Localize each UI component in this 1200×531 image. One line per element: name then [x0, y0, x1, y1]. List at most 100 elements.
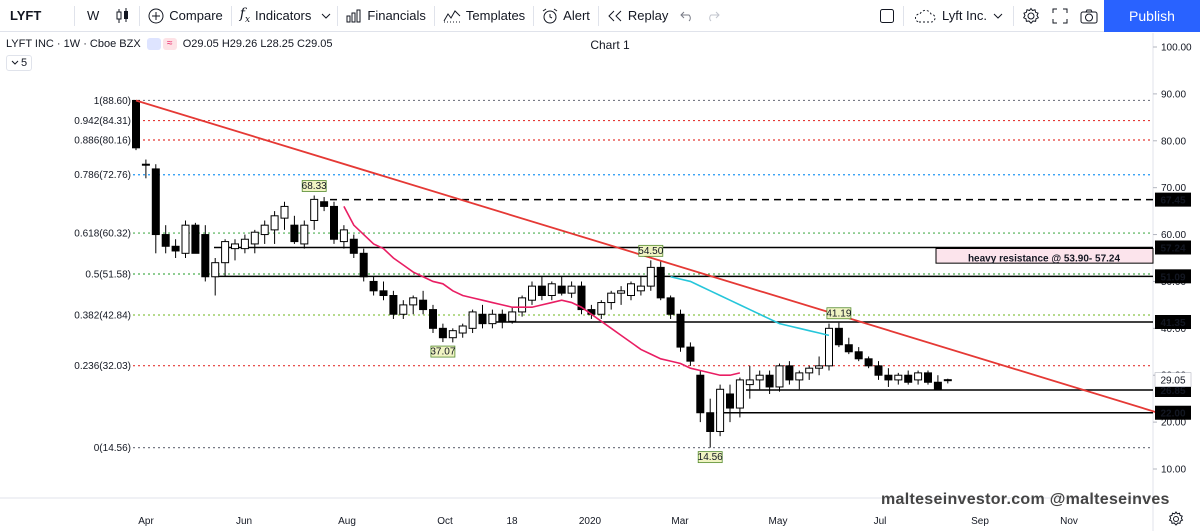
toolbar-divider: [433, 5, 435, 26]
candle-body: [943, 379, 952, 382]
replay-button[interactable]: Replay: [601, 0, 674, 32]
price-annotation-box: [697, 451, 723, 464]
visibility-icon[interactable]: [146, 38, 161, 50]
compare-button[interactable]: Compare: [142, 0, 228, 32]
x-tick-label: Sep: [971, 516, 989, 527]
price-chart[interactable]: 10.0020.0030.0040.0050.0060.0070.0080.00…: [0, 33, 1200, 531]
candle-body: [250, 231, 259, 245]
candle-body: [676, 313, 685, 348]
y-tick-label: 40.00: [1161, 324, 1186, 335]
fib-level-label: 0.886(80.16): [74, 136, 131, 147]
candle-body: [716, 388, 725, 432]
snapshot-button[interactable]: [1074, 0, 1104, 32]
chevron-down-icon: [11, 60, 19, 65]
candle-body: [330, 205, 338, 240]
wave-icon[interactable]: ≈: [162, 38, 177, 50]
chart-type-button[interactable]: [109, 0, 137, 32]
candle-body: [528, 285, 536, 301]
layout-name-button[interactable]: Lyft Inc.: [906, 0, 1011, 32]
symbol-search-button[interactable]: LYFT: [10, 8, 42, 23]
fx-icon: fx: [239, 6, 251, 25]
candle-body: [488, 313, 497, 325]
indicators-dropdown[interactable]: [317, 0, 335, 32]
financials-button[interactable]: Financials: [340, 0, 432, 32]
price-level-badge: [1155, 240, 1191, 255]
candle-body: [339, 229, 348, 243]
financials-label: Financials: [367, 8, 426, 23]
resistance-note: heavy resistance @ 53.90- 57.24: [968, 253, 1121, 264]
alert-button[interactable]: Alert: [536, 0, 596, 32]
price-level-badge-label: 41.35: [1160, 318, 1185, 329]
toolbar-divider: [597, 5, 599, 26]
x-tick-label: Aug: [338, 516, 356, 527]
gear-icon: [1022, 7, 1040, 24]
candle-body: [785, 365, 794, 381]
compare-label: Compare: [169, 8, 223, 23]
fib-level-label: 0.618(60.32): [74, 229, 131, 240]
x-tick-label: Mar: [671, 516, 689, 527]
fullscreen-button[interactable]: [1046, 0, 1074, 32]
fib-level-label: 0.942(84.31): [74, 116, 131, 127]
candle-body: [894, 374, 903, 381]
settings-button[interactable]: [1016, 0, 1046, 32]
candle-body: [627, 283, 635, 297]
candle-body: [656, 266, 665, 299]
indicators-button[interactable]: fx Indicators: [234, 0, 318, 32]
candle-body: [141, 163, 150, 166]
fib-level-label: 1(88.60): [94, 96, 131, 107]
candle-body: [726, 393, 734, 409]
candle-body: [508, 311, 517, 322]
camera-icon: [1080, 9, 1098, 23]
candle-body: [399, 304, 408, 315]
undo-button[interactable]: [674, 0, 700, 32]
candle-body: [745, 379, 754, 386]
top-toolbar: LYFT W Compare fx Indicators Financials …: [0, 0, 1200, 32]
candle-body: [181, 224, 190, 254]
candle-body: [884, 374, 893, 381]
candle-body: [300, 224, 309, 245]
candle-body: [409, 297, 418, 306]
candle-body: [617, 290, 626, 294]
candle-body: [310, 198, 319, 221]
moving-average-cyan: [670, 275, 830, 337]
interval-button[interactable]: W: [87, 8, 100, 23]
last-price-badge: [1154, 372, 1192, 387]
fib-level-label: 0(14.56): [94, 443, 131, 454]
candle-body: [557, 285, 566, 294]
candle-body: [240, 238, 249, 250]
candle-body: [904, 374, 913, 383]
candle-body: [547, 283, 556, 297]
x-tick-label: Jul: [874, 516, 887, 527]
candle-body: [597, 302, 606, 315]
candle-body: [795, 372, 804, 381]
candle-body: [389, 295, 398, 315]
alarm-clock-icon: [542, 8, 558, 23]
price-annotation-label: 68.33: [302, 181, 327, 192]
templates-button[interactable]: Templates: [437, 0, 531, 32]
candle-body: [815, 365, 824, 369]
legend-icons: ≈: [146, 38, 177, 50]
y-tick-label: 100.00: [1161, 43, 1192, 54]
symbol-title: LYFT INC · 1W · Cboe BZX: [6, 38, 141, 50]
redo-icon: [709, 11, 721, 21]
resistance-zone-box: [935, 247, 1154, 264]
price-annotation-label: 41.19: [826, 308, 851, 319]
indicators-collapse-button[interactable]: 5: [6, 55, 32, 71]
candle-body: [320, 201, 329, 207]
gear-icon[interactable]: [1168, 511, 1184, 527]
fib-level-label: 0.5(51.58): [85, 270, 131, 281]
x-tick-label: May: [769, 516, 788, 527]
redo-button[interactable]: [700, 0, 726, 32]
price-annotation-label: 37.07: [430, 347, 455, 358]
candle-body: [429, 309, 437, 329]
publish-button[interactable]: Publish: [1104, 0, 1200, 32]
multi-layout-button[interactable]: [873, 0, 901, 32]
replay-label: Replay: [627, 8, 669, 23]
undo-icon: [680, 11, 692, 21]
candle-body: [854, 351, 863, 360]
candle-body: [735, 379, 744, 409]
candle-body: [379, 290, 388, 297]
candle-body: [349, 238, 358, 254]
x-tick-label: Jun: [236, 516, 252, 527]
candle-body: [201, 234, 210, 278]
